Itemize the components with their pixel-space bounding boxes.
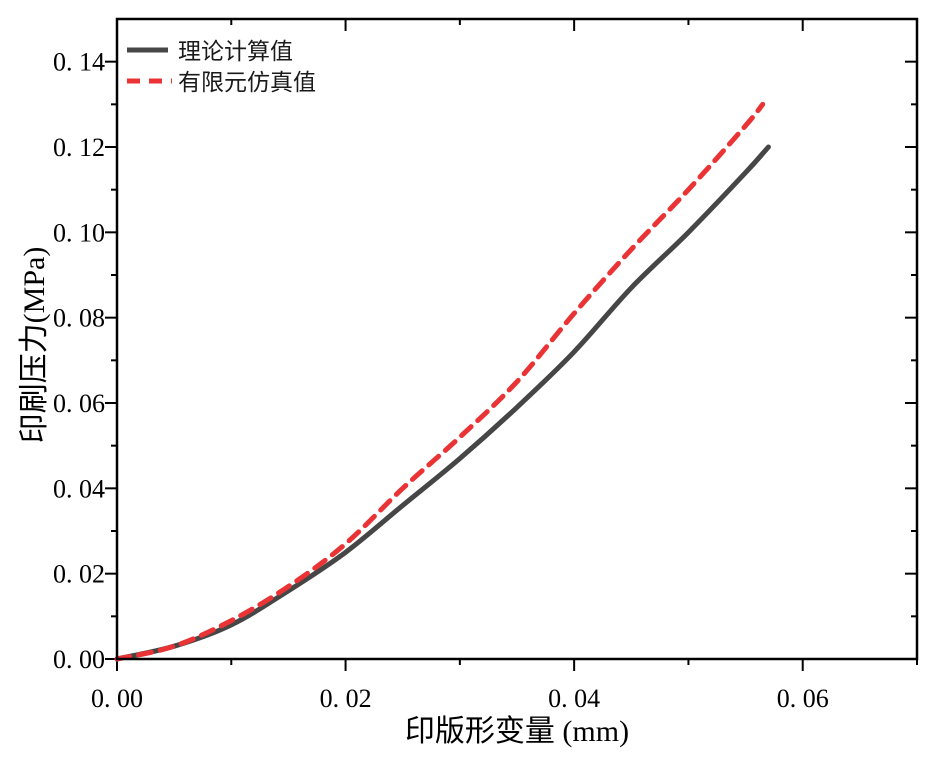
series-line-fem [114, 101, 766, 662]
x-axis-title: 印版形变量 (mm) [405, 715, 629, 748]
y-tick-label: 0. 14 [53, 48, 105, 77]
x-tick-label: 0. 00 [91, 684, 143, 713]
y-tick-label: 0. 12 [53, 133, 105, 162]
legend-label-theory: 理论计算值 [178, 39, 293, 64]
legend-label-fem: 有限元仿真值 [178, 70, 316, 95]
y-tick-label: 0. 00 [53, 645, 105, 674]
y-tick-label: 0. 02 [53, 560, 105, 589]
axis-tick-labels: 0. 00 0. 02 0. 04 0. 06 0. 00 0. 02 0. 04 0. 06… [53, 48, 829, 713]
plot-frame [115, 17, 919, 661]
x-tick-label: 0. 02 [320, 684, 372, 713]
legend: 理论计算值 有限元仿真值 [127, 39, 316, 95]
x-tick-label: 0. 06 [777, 684, 829, 713]
y-axis-title: 印刷压力(MPa) [18, 247, 51, 444]
x-tick-label: 0. 04 [548, 684, 600, 713]
data-series [114, 101, 771, 662]
y-tick-label: 0. 06 [53, 389, 105, 418]
y-tick-label: 0. 04 [53, 474, 105, 503]
y-tick-label: 0. 10 [53, 218, 105, 247]
y-tick-label: 0. 08 [53, 304, 105, 333]
axis-ticks [105, 19, 918, 671]
series-line-theory [114, 144, 771, 662]
